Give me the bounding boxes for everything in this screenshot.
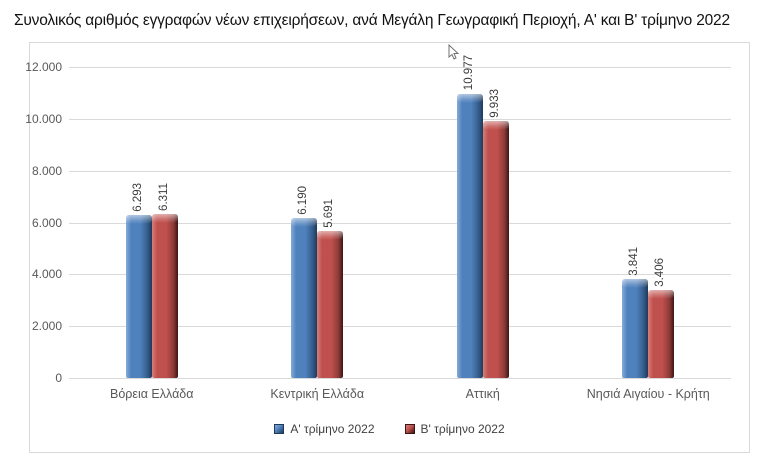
chart-legend: Α' τρίμηνο 2022 Β' τρίμηνο 2022 <box>30 422 749 436</box>
chart-box: 6.293 6.311 6.190 5.691 10.977 9.933 3.841 3.40… <box>25 42 750 453</box>
bar-value-label: 5.691 <box>323 198 336 228</box>
bar-top-highlight <box>291 217 318 227</box>
y-axis-tick-label: 2.000 <box>31 319 62 334</box>
bar-value-label: 10.977 <box>462 55 475 91</box>
plot-area: 6.293 6.311 6.190 5.691 10.977 9.933 3.841 3.40… <box>69 55 731 379</box>
x-axis-category-label: Νησιά Αιγαίου - Κρήτη <box>586 387 710 401</box>
bar-top-highlight <box>151 214 178 224</box>
bar-q2[interactable] <box>151 214 178 378</box>
chart-title: Συνολικός αριθμός εγγραφών νέων επιχειρή… <box>14 12 730 29</box>
legend-item[interactable]: Β' τρίμηνο 2022 <box>404 422 505 436</box>
x-axis-category-label: Αττική <box>465 387 500 401</box>
x-axis-category-label: Κεντρική Ελλάδα <box>270 387 365 401</box>
legend-marker-icon <box>404 424 415 434</box>
bar-q2[interactable] <box>482 120 509 378</box>
bar-q2[interactable] <box>317 230 344 378</box>
bar-value-label: 6.190 <box>297 185 310 215</box>
bar-value-label: 3.841 <box>628 246 641 276</box>
bar-top-highlight <box>622 278 649 288</box>
mouse-cursor-icon <box>448 43 460 66</box>
bar-q1[interactable] <box>622 278 649 378</box>
bar-top-highlight <box>456 93 483 103</box>
gridline <box>69 274 731 276</box>
legend-label: Β' τρίμηνο 2022 <box>420 422 505 436</box>
bar-value-label: 9.933 <box>488 88 501 118</box>
legend-item[interactable]: Α' τρίμηνο 2022 <box>274 422 375 436</box>
legend-marker-icon <box>274 424 285 434</box>
y-axis-tick-label: 0 <box>55 371 62 385</box>
y-axis-tick-label: 6.000 <box>31 215 62 230</box>
gridline <box>69 118 731 120</box>
bar-value-label: 3.406 <box>654 257 667 287</box>
y-axis-tick-label: 8.000 <box>31 163 62 178</box>
bar-q1[interactable] <box>456 93 483 378</box>
gridline <box>69 326 731 328</box>
gridline <box>69 378 731 379</box>
legend-label: Α' τρίμηνο 2022 <box>290 422 375 436</box>
gridline <box>69 222 731 224</box>
y-axis-tick-label: 10.000 <box>25 111 62 126</box>
y-axis-tick-label: 4.000 <box>31 267 62 282</box>
x-axis-category-label: Βόρεια Ελλάδα <box>109 387 194 401</box>
y-axis-tick-label: 12.000 <box>25 60 62 74</box>
gridline <box>69 170 731 172</box>
bar-top-highlight <box>648 289 675 299</box>
bar-top-highlight <box>482 120 509 130</box>
bar-q1[interactable] <box>125 214 152 378</box>
bar-q1[interactable] <box>291 217 318 378</box>
bar-q2[interactable] <box>648 289 675 378</box>
bar-value-label: 6.293 <box>131 183 144 212</box>
bar-top-highlight <box>125 214 152 224</box>
bar-top-highlight <box>317 230 344 240</box>
gridline <box>69 67 731 68</box>
bar-value-label: 6.311 <box>157 183 170 212</box>
